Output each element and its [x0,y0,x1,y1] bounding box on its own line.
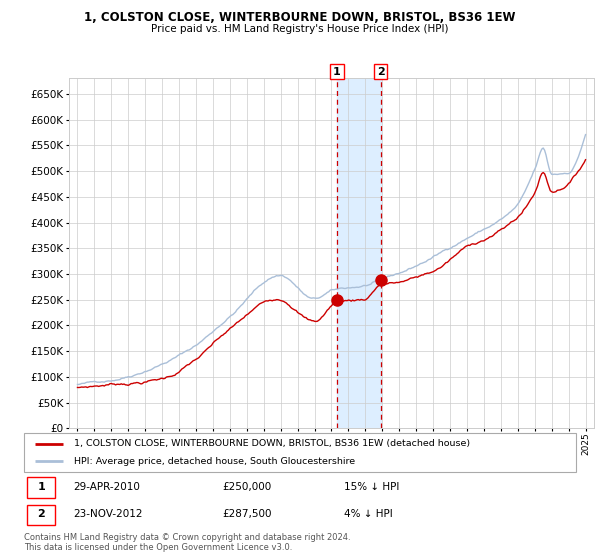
Text: 1, COLSTON CLOSE, WINTERBOURNE DOWN, BRISTOL, BS36 1EW (detached house): 1, COLSTON CLOSE, WINTERBOURNE DOWN, BRI… [74,439,470,448]
Text: 4% ↓ HPI: 4% ↓ HPI [344,510,393,519]
Text: Contains HM Land Registry data © Crown copyright and database right 2024.: Contains HM Land Registry data © Crown c… [24,533,350,542]
FancyBboxPatch shape [27,477,55,498]
Text: Price paid vs. HM Land Registry's House Price Index (HPI): Price paid vs. HM Land Registry's House … [151,24,449,34]
Text: £287,500: £287,500 [223,510,272,519]
Text: 1: 1 [333,67,341,77]
Text: 23-NOV-2012: 23-NOV-2012 [74,510,143,519]
FancyBboxPatch shape [27,505,55,525]
Text: £250,000: £250,000 [223,482,272,492]
Text: 2: 2 [377,67,385,77]
Text: 2: 2 [37,510,45,519]
Text: This data is licensed under the Open Government Licence v3.0.: This data is licensed under the Open Gov… [24,543,292,552]
Text: 29-APR-2010: 29-APR-2010 [74,482,140,492]
Text: 1: 1 [37,482,45,492]
Bar [337,78,380,428]
Text: 15% ↓ HPI: 15% ↓ HPI [344,482,400,492]
FancyBboxPatch shape [24,433,576,472]
Text: 1, COLSTON CLOSE, WINTERBOURNE DOWN, BRISTOL, BS36 1EW: 1, COLSTON CLOSE, WINTERBOURNE DOWN, BRI… [84,11,516,24]
Text: HPI: Average price, detached house, South Gloucestershire: HPI: Average price, detached house, Sout… [74,457,355,466]
